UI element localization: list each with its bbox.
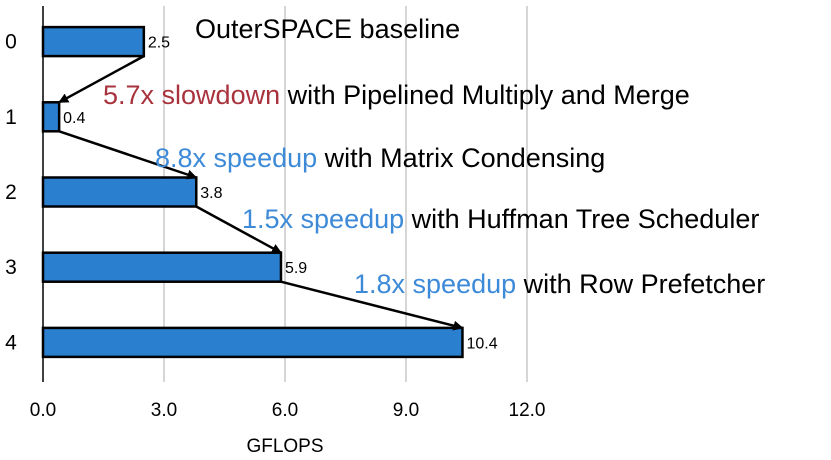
data-labels: 2.5 0.4 3.8 5.9 10.4 [63, 35, 498, 353]
annotation-text: with Huffman Tree Scheduler [404, 204, 759, 234]
annotation-highlight: 1.8x speedup [354, 269, 516, 299]
y-category-label: 1 [5, 106, 17, 129]
annotation-text: with Matrix Condensing [317, 143, 605, 173]
y-category-label: 3 [5, 256, 17, 279]
x-tick-label: 9.0 [393, 400, 419, 421]
bar [41, 326, 464, 359]
annotation-highlight: 1.5x speedup [242, 204, 404, 234]
x-tick-label: 0.0 [30, 400, 56, 421]
annotation-text: with Pipelined Multiply and Merge [280, 80, 690, 110]
bar [41, 101, 61, 133]
bars [41, 25, 464, 359]
trend-arrow [195, 205, 282, 254]
data-label: 10.4 [466, 335, 497, 352]
annotation: 1.5x speedup with Huffman Tree Scheduler [242, 204, 759, 234]
y-category-label: 4 [5, 331, 17, 354]
x-tick-label: 12.0 [509, 400, 546, 421]
annotation-text: with Row Prefetcher [516, 269, 765, 299]
x-tick-label: 6.0 [272, 400, 298, 421]
x-axis-title: GFLOPS [246, 436, 323, 457]
data-label: 2.5 [148, 35, 170, 52]
data-label: 3.8 [200, 185, 222, 202]
annotations: OuterSPACE baseline 5.7x slowdown with Pi… [103, 14, 765, 299]
arrows [58, 55, 464, 331]
annotation: 5.7x slowdown with Pipelined Multiply an… [103, 80, 690, 110]
y-category-label: 0 [5, 31, 17, 54]
y-category-label: 2 [5, 181, 17, 204]
x-tick-label: 3.0 [151, 400, 177, 421]
annotation-highlight: 5.7x slowdown [103, 80, 280, 110]
axis-ticks: 0.0 3.0 6.0 9.0 12.0 0 1 2 3 4 [5, 31, 545, 421]
annotation: OuterSPACE baseline [195, 14, 460, 44]
bar [41, 176, 198, 208]
annotation: 1.8x speedup with Row Prefetcher [354, 269, 765, 299]
data-label: 5.9 [285, 260, 307, 277]
bar [41, 251, 283, 283]
annotation-highlight: 8.8x speedup [155, 143, 317, 173]
annotation-text: OuterSPACE baseline [195, 14, 460, 44]
trend-arrow [58, 130, 198, 180]
trend-arrow [280, 280, 464, 331]
trend-arrow [58, 55, 145, 104]
data-label: 0.4 [63, 110, 85, 127]
annotation: 8.8x speedup with Matrix Condensing [155, 143, 605, 173]
bar [41, 25, 146, 58]
